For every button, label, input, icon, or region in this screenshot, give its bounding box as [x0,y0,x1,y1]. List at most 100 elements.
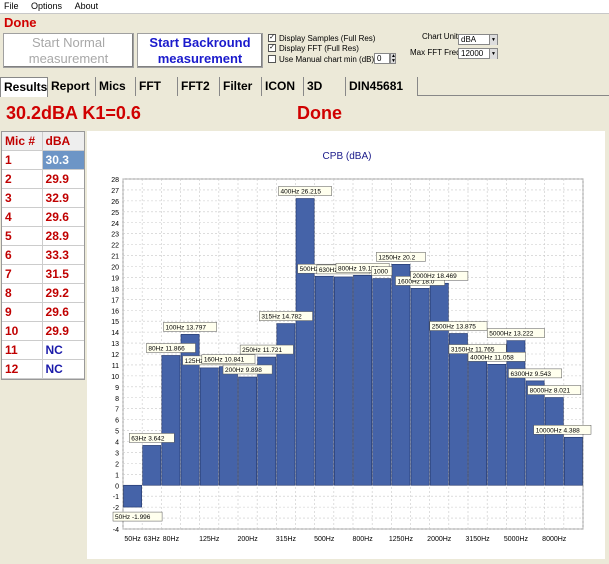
chart-title: CPB (dBA) [323,151,372,162]
y-tick-label: 11 [112,363,119,370]
data-label: 8000Hz 8.021 [530,388,571,395]
table-row[interactable]: 8 29.2 [2,284,84,303]
x-tick-label: 1250Hz [389,536,414,543]
bar-8000hz [544,397,564,486]
data-label-box [376,252,426,262]
tab-fft[interactable]: FFT [136,77,178,96]
menu-file[interactable]: File [4,1,19,11]
table-row[interactable]: 1 30.3 [2,151,84,170]
bar-800hz [353,274,372,486]
data-label-box [146,343,196,353]
data-label-box [533,425,592,435]
table-row[interactable]: 10 29.9 [2,322,84,341]
max-fft-freq-select[interactable]: 12000 ▼ [458,48,498,59]
data-label-box [259,311,313,321]
bar-50hz [123,484,142,508]
mic-number: 11 [2,341,43,359]
data-label: 800Hz 19.196 [338,265,379,272]
bar-630hz [334,276,353,486]
max-fft-freq-value: 12000 [461,49,484,58]
start-normal-measurement-button[interactable]: Start Normal measurement [3,33,134,68]
data-label-box [222,364,273,375]
dropdown-arrow-icon: ▼ [489,49,497,59]
mic-number: 1 [2,151,43,169]
manual-chart-min-label: Use Manual chart min (dB) [279,54,375,64]
y-tick-label: 2 [115,461,119,468]
mic-table-header: Mic # dBA [2,132,84,151]
tab-bar: Results Report Mics FFT FFT2 Filter ICON… [0,77,609,97]
menu-options[interactable]: Options [31,1,63,11]
mic-value: NC [45,362,63,376]
tab-3d[interactable]: 3D [304,77,346,96]
mic-value: 30.3 [42,151,84,169]
tab-fft2[interactable]: FFT2 [178,77,220,96]
mic-value: 29.6 [45,210,69,224]
table-row[interactable]: 6 33.3 [2,246,84,265]
display-fft-checkbox[interactable]: ✓ Display FFT (Full Res) [268,43,359,53]
chart-units-select[interactable]: dBA ▼ [458,34,498,45]
x-tick-label: 5000Hz [504,536,529,543]
bar-3150hz [468,356,487,486]
mic-value: 29.6 [45,305,69,319]
chart-panel: CPB (dBA) -4-3-2-10123456789101112131415… [87,131,605,559]
tab-report[interactable]: Report [48,77,96,96]
y-tick-label: 16 [111,308,119,315]
y-tick-label: 25 [111,210,119,217]
mic-value: 29.9 [45,324,69,338]
table-row[interactable]: 2 29.9 [2,170,84,189]
table-row[interactable]: 5 28.9 [2,227,84,246]
mic-value: 32.9 [45,191,69,205]
bar-1250hz [391,264,411,486]
table-row[interactable]: 12 NC [2,360,84,379]
data-label: 160Hz 10.841 [204,357,245,364]
mic-value: 31.5 [45,267,69,281]
bar-80hz [161,355,181,486]
table-row[interactable]: 9 29.6 [2,303,84,322]
bar-100hz [180,334,200,486]
table-row[interactable]: 3 32.9 [2,189,84,208]
dropdown-arrow-icon: ▼ [489,35,497,45]
data-label-box [429,321,488,331]
y-tick-label: 7 [115,407,119,414]
data-label-box [527,385,582,395]
bar-4000hz [487,364,507,486]
tab-results[interactable]: Results [0,77,48,97]
start-background-measurement-button[interactable]: Start Backround measurement [137,33,263,68]
display-samples-checkbox[interactable]: ✓ Display Samples (Full Res) [268,33,375,43]
y-tick-label: 4 [115,440,119,447]
y-tick-label: 24 [111,221,119,228]
mic-value: NC [45,343,63,357]
manual-chart-min-checkbox[interactable]: Use Manual chart min (dB) [268,54,374,64]
tab-filter[interactable]: Filter [220,77,262,96]
y-tick-label: 22 [111,243,119,250]
checkmark-icon: ✓ [268,34,276,42]
x-tick-label: 200Hz [237,536,258,543]
y-tick-label: 10 [111,374,119,381]
table-row[interactable]: 7 31.5 [2,265,84,284]
y-tick-label: 21 [111,254,119,261]
bar-315hz [276,323,296,486]
data-label-box [278,186,332,196]
data-label: 100Hz 13.797 [165,324,206,331]
spinner-arrows-icon[interactable]: ▲ ▼ [390,53,396,64]
table-row[interactable]: 11 NC [2,341,84,360]
mic-number: 3 [2,189,43,207]
checkmark-icon: ✓ [268,44,276,52]
mic-number: 6 [2,246,43,264]
data-label-box [508,368,562,379]
x-tick-label: 800Hz [352,536,373,543]
bar-500hz [314,275,334,486]
tab-icon[interactable]: ICON [262,77,304,96]
tab-mics[interactable]: Mics [96,77,136,96]
data-label: 80Hz 11.866 [148,345,185,352]
menu-about[interactable]: About [74,1,99,11]
mic-table: Mic # dBA 1 30.3 2 29.9 3 32.9 4 29.6 5 28.9 … [1,131,85,380]
data-label: 1250Hz 20.2 [378,254,415,261]
x-tick-label: 8000Hz [542,536,567,543]
table-row[interactable]: 4 29.6 [2,208,84,227]
manual-chart-min-input[interactable]: 0 [374,53,390,64]
tab-din45681[interactable]: DIN45681 [346,77,418,96]
data-label: 400Hz 26.215 [280,189,321,196]
mic-header-mic: Mic # [2,132,43,150]
y-tick-label: 5 [115,429,119,436]
